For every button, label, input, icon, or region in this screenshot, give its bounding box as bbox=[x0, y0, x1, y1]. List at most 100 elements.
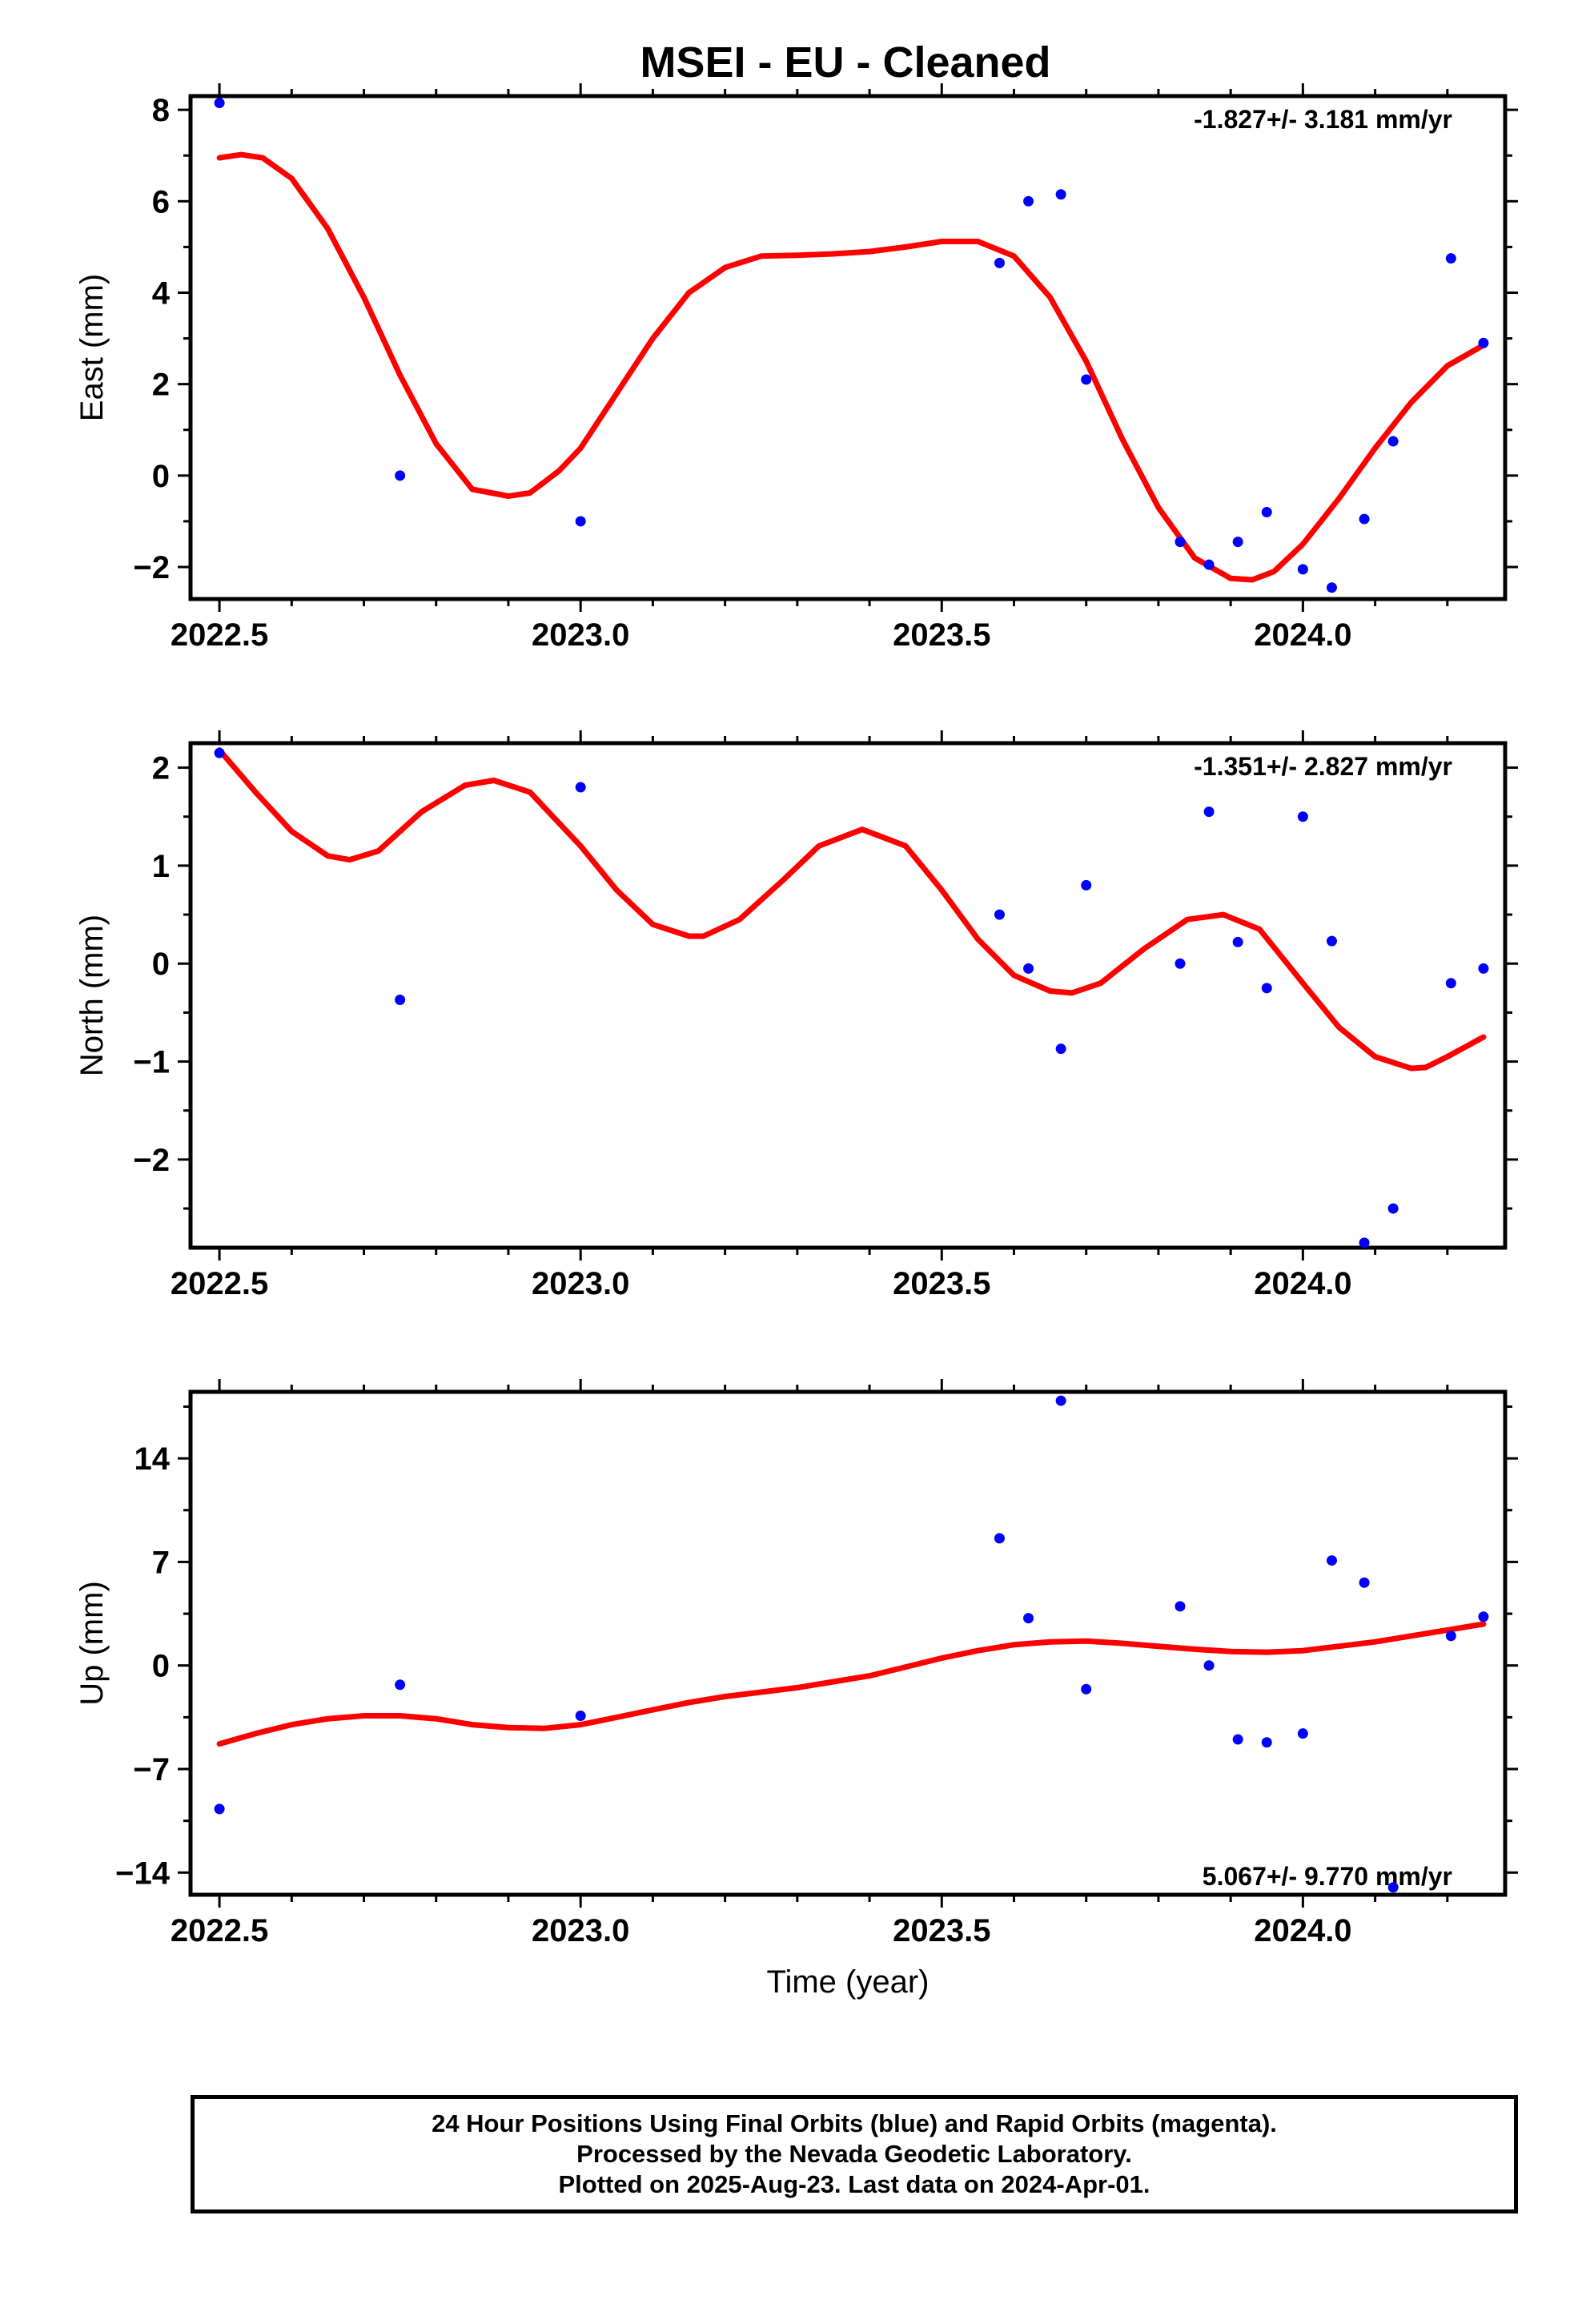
rate-label: 5.067+/- 9.770 mm/yr bbox=[1203, 1862, 1452, 1891]
data-point bbox=[214, 747, 225, 758]
x-tick-label: 2023.5 bbox=[893, 1913, 990, 1948]
data-point bbox=[214, 1803, 225, 1815]
gps-timeseries-chart: MSEI - EU - Cleaned 2022.5 2023.0 2023.5 20… bbox=[74, 38, 1518, 2000]
data-point bbox=[1203, 806, 1215, 818]
data-point bbox=[1387, 436, 1399, 447]
y-tick-label: 0 bbox=[152, 947, 170, 982]
y-tick-label: −14 bbox=[115, 1856, 171, 1891]
chart-title: MSEI - EU - Cleaned bbox=[640, 38, 1050, 86]
data-point bbox=[1261, 1737, 1272, 1748]
x-tick-label: 2024.0 bbox=[1254, 617, 1351, 653]
data-point bbox=[1081, 374, 1092, 385]
y-tick-label: −2 bbox=[133, 550, 170, 585]
data-point bbox=[1478, 337, 1489, 348]
data-point bbox=[1203, 1660, 1215, 1671]
data-point bbox=[994, 257, 1005, 268]
data-point bbox=[994, 1533, 1005, 1544]
x-tick-label: 2023.0 bbox=[532, 1266, 629, 1301]
data-point bbox=[1174, 958, 1186, 969]
data-point bbox=[1023, 195, 1034, 207]
data-point bbox=[395, 470, 406, 481]
x-tick-label: 2024.0 bbox=[1254, 1266, 1351, 1301]
panel-1: 2022.5 2023.0 2023.5 2024.0 −2 0 2 4 6 8 East (mm)… bbox=[74, 83, 1518, 653]
data-point bbox=[1297, 1728, 1308, 1739]
data-point bbox=[1174, 1601, 1186, 1612]
y-tick-label: 1 bbox=[152, 849, 170, 884]
panel-3: 2022.5 2023.0 2023.5 2024.0 −14 −7 0 7 14 Up (mm)… bbox=[74, 1379, 1518, 2000]
data-point bbox=[575, 516, 586, 527]
fit-line bbox=[216, 1621, 1487, 1747]
data-point bbox=[1478, 1611, 1489, 1622]
data-point bbox=[1232, 1734, 1243, 1745]
y-tick-label: −7 bbox=[133, 1752, 170, 1787]
x-tick-label: 2023.5 bbox=[893, 1266, 990, 1301]
data-point bbox=[1445, 253, 1456, 264]
data-point bbox=[1445, 978, 1456, 989]
data-point bbox=[1174, 537, 1186, 548]
data-point bbox=[1387, 1882, 1399, 1893]
y-tick-label: 2 bbox=[152, 368, 170, 403]
y-tick-label: 2 bbox=[152, 751, 170, 786]
fit-line bbox=[216, 151, 1487, 583]
data-point bbox=[1261, 983, 1272, 994]
data-point bbox=[1297, 564, 1308, 575]
plot-frame bbox=[188, 741, 1508, 1250]
x-tick-label: 2022.5 bbox=[171, 1913, 268, 1948]
y-tick-label: 6 bbox=[152, 184, 170, 219]
x-axis-label: Time (year) bbox=[767, 1964, 930, 2000]
data-point bbox=[1055, 189, 1066, 200]
data-point bbox=[1261, 507, 1272, 518]
x-tick-label: 2023.0 bbox=[532, 617, 629, 653]
x-tick-label: 2024.0 bbox=[1254, 1913, 1351, 1948]
y-tick-label: 7 bbox=[152, 1545, 170, 1580]
plot-frame bbox=[188, 1389, 1508, 1897]
data-point bbox=[1297, 811, 1308, 822]
plot-frame bbox=[188, 94, 1508, 601]
data-point bbox=[1081, 879, 1092, 891]
x-tick-label: 2022.5 bbox=[171, 1266, 268, 1301]
footer-line-2: Processed by the Nevada Geodetic Laborat… bbox=[576, 2140, 1132, 2168]
data-point bbox=[1445, 1630, 1456, 1642]
footer-line-3: Plotted on 2025-Aug-23. Last data on 202… bbox=[558, 2170, 1150, 2198]
x-tick-label: 2023.0 bbox=[532, 1913, 629, 1948]
data-point bbox=[1387, 1203, 1399, 1214]
data-point bbox=[214, 98, 225, 109]
data-point bbox=[575, 782, 586, 793]
y-tick-label: 0 bbox=[152, 459, 170, 494]
data-point bbox=[1232, 936, 1243, 947]
data-point bbox=[1081, 1683, 1092, 1695]
fit-line bbox=[216, 747, 1487, 1072]
data-point bbox=[1023, 963, 1034, 974]
data-point bbox=[1055, 1043, 1066, 1055]
data-point bbox=[1478, 963, 1489, 974]
y-tick-label: 8 bbox=[152, 93, 170, 128]
footer-caption-box: 24 Hour Positions Using Final Orbits (bl… bbox=[191, 2095, 1518, 2213]
data-point bbox=[1326, 582, 1337, 593]
data-point bbox=[395, 1679, 406, 1691]
y-tick-label: 4 bbox=[152, 275, 171, 311]
data-point bbox=[395, 995, 406, 1006]
y-axis-label: East (mm) bbox=[74, 274, 110, 421]
data-point bbox=[1326, 935, 1337, 947]
data-point bbox=[994, 909, 1005, 920]
y-axis-label: North (mm) bbox=[74, 915, 110, 1076]
y-axis-label: Up (mm) bbox=[74, 1581, 110, 1706]
data-point bbox=[1359, 1577, 1370, 1588]
y-tick-label: −2 bbox=[133, 1143, 170, 1178]
x-tick-label: 2022.5 bbox=[171, 617, 268, 653]
y-tick-label: 0 bbox=[152, 1649, 170, 1684]
data-point bbox=[1326, 1555, 1337, 1566]
data-point bbox=[1203, 559, 1215, 570]
y-tick-label: −1 bbox=[133, 1045, 170, 1080]
data-point bbox=[1055, 1395, 1066, 1406]
data-point bbox=[1023, 1613, 1034, 1624]
data-point bbox=[575, 1711, 586, 1722]
panel-2: 2022.5 2023.0 2023.5 2024.0 −2 −1 0 1 2 North (mm… bbox=[74, 730, 1518, 1301]
rate-label: -1.351+/- 2.827 mm/yr bbox=[1194, 752, 1452, 781]
data-point bbox=[1359, 1237, 1370, 1248]
data-point bbox=[1359, 513, 1370, 525]
data-point bbox=[1232, 537, 1243, 548]
y-tick-label: 14 bbox=[135, 1441, 171, 1477]
x-tick-label: 2023.5 bbox=[893, 617, 990, 653]
footer-line-1: 24 Hour Positions Using Final Orbits (bl… bbox=[432, 2109, 1277, 2137]
